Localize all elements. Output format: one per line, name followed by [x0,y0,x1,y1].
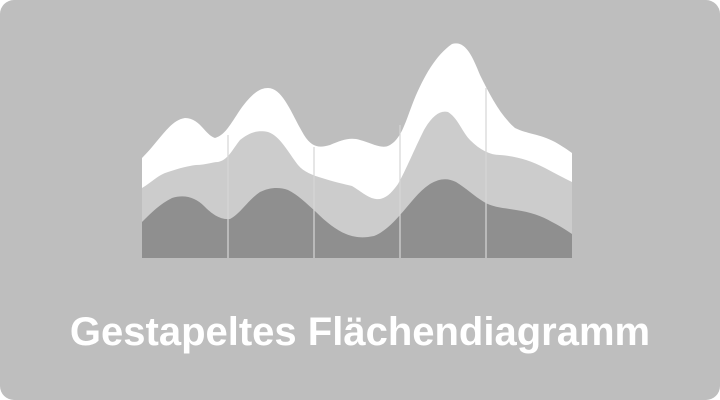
area-layer-bottom [142,179,572,258]
chart-gridlines [227,88,487,258]
tile-label: Gestapeltes Flächendiagramm [69,309,651,354]
